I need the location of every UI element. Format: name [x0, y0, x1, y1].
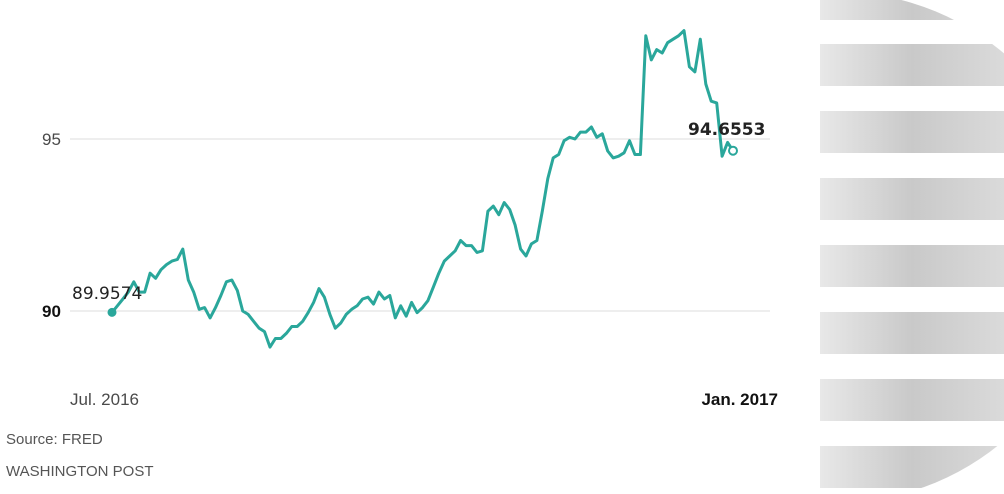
source-note: Source: FRED — [6, 431, 103, 448]
end-point-marker — [728, 145, 738, 156]
end-value-label: 94.6553 — [688, 120, 765, 140]
y-tick-label-90: 90 — [42, 302, 61, 321]
series-line — [110, 29, 735, 349]
x-axis-ticks: Jul. 2016 Jan. 2017 — [70, 390, 778, 409]
publisher-credit: WASHINGTON POST — [6, 463, 154, 480]
y-tick-label-95: 95 — [42, 130, 61, 149]
decorative-striped-circle — [820, 0, 1004, 488]
gridlines — [70, 138, 770, 312]
x-tick-label-end: Jan. 2017 — [701, 390, 778, 409]
series-layer — [107, 29, 738, 349]
start-point-marker — [107, 307, 117, 317]
line-chart: 90 95 Jul. 2016 Jan. 2017 89.9574 94.6553 — [42, 29, 778, 409]
x-tick-label-start: Jul. 2016 — [70, 390, 139, 409]
start-value-label: 89.9574 — [72, 284, 142, 304]
y-axis-ticks: 90 95 — [42, 130, 61, 321]
